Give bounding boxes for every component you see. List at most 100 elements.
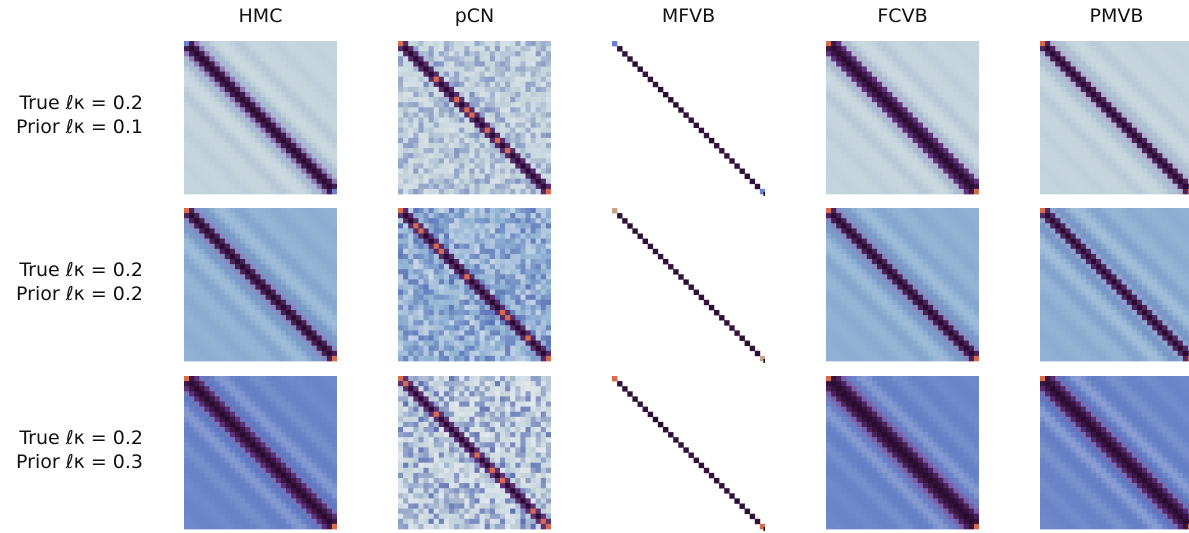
- heatmap-cell: [403, 228, 408, 233]
- heatmap-cell: [1091, 41, 1096, 46]
- heatmap-cell: [306, 72, 311, 77]
- heatmap-cell: [923, 51, 928, 56]
- heatmap-cell: [490, 269, 495, 274]
- heatmap-cell: [312, 269, 317, 274]
- heatmap-cell: [954, 123, 959, 128]
- heatmap-cell: [867, 184, 872, 189]
- heatmap-cell: [1086, 169, 1091, 174]
- heatmap-cell: [969, 128, 974, 133]
- heatmap-cell: [882, 138, 887, 143]
- heatmap-cell: [928, 41, 933, 46]
- heatmap-cell: [332, 51, 337, 56]
- heatmap-cell: [459, 128, 464, 133]
- heatmap-cell: [301, 300, 306, 305]
- heatmap-cell: [500, 169, 505, 174]
- heatmap-cell: [312, 290, 317, 295]
- heatmap-cell: [322, 356, 327, 361]
- heatmap-cell: [475, 153, 480, 158]
- heatmap-cell: [429, 143, 434, 148]
- heatmap-cell: [1071, 107, 1076, 112]
- heatmap-cell: [1117, 184, 1122, 189]
- heatmap-cell: [317, 107, 322, 112]
- heatmap-cell: [261, 87, 266, 92]
- heatmap-cell: [943, 143, 948, 148]
- heatmap-cell: [872, 97, 877, 102]
- heatmap-cell: [831, 51, 836, 56]
- heatmap-cell: [515, 249, 520, 254]
- heatmap-cell: [439, 133, 444, 138]
- heatmap-cell: [546, 218, 551, 223]
- heatmap-cell: [332, 285, 337, 290]
- heatmap-cell: [204, 310, 209, 315]
- heatmap-cell: [306, 56, 311, 61]
- heatmap-cell: [515, 169, 520, 174]
- heatmap-cell: [199, 356, 204, 361]
- heatmap-cell: [291, 239, 296, 244]
- heatmap-cell: [276, 259, 281, 264]
- heatmap-cell: [291, 67, 296, 72]
- heatmap-cell: [954, 107, 959, 112]
- heatmap-cell: [480, 128, 485, 133]
- heatmap-cell: [1106, 61, 1111, 66]
- heatmap-cell: [1066, 56, 1071, 61]
- heatmap-cell: [255, 274, 260, 279]
- heatmap-cell: [220, 184, 225, 189]
- heatmap-cell: [683, 112, 688, 117]
- heatmap-cell: [1081, 41, 1086, 46]
- heatmap-cell: [918, 102, 923, 107]
- heatmap-cell: [495, 189, 500, 194]
- heatmap-cell: [403, 259, 408, 264]
- heatmap-cell: [892, 41, 897, 46]
- heatmap-cell: [541, 184, 546, 189]
- heatmap-cell: [194, 82, 199, 87]
- heatmap-cell: [429, 128, 434, 133]
- heatmap-cell: [526, 112, 531, 117]
- heatmap-cell: [938, 97, 943, 102]
- heatmap-cell: [531, 249, 536, 254]
- heatmap-cell: [204, 56, 209, 61]
- heatmap-cell: [312, 169, 317, 174]
- heatmap-cell: [1055, 107, 1060, 112]
- heatmap-cell: [332, 189, 337, 194]
- heatmap-cell: [424, 228, 429, 233]
- heatmap-cell: [862, 77, 867, 82]
- heatmap-cell: [1066, 158, 1071, 163]
- heatmap-cell: [204, 138, 209, 143]
- heatmap-cell: [444, 218, 449, 223]
- row-label-3: True ℓκ = 0.2 Prior ℓκ = 0.3: [0, 426, 143, 474]
- heatmap-cell: [281, 259, 286, 264]
- heatmap-cell: [867, 97, 872, 102]
- heatmap-cell: [464, 46, 469, 51]
- heatmap-cell: [464, 163, 469, 168]
- heatmap-cell: [317, 315, 322, 320]
- heatmap-cell: [332, 213, 337, 218]
- heatmap-cell: [413, 123, 418, 128]
- heatmap-cell: [184, 300, 189, 305]
- heatmap-cell: [413, 264, 418, 269]
- heatmap-cell: [424, 218, 429, 223]
- heatmap-cell: [841, 128, 846, 133]
- heatmap-cell: [255, 300, 260, 305]
- heatmap-cell: [266, 46, 271, 51]
- heatmap-cell: [903, 143, 908, 148]
- heatmap-cell: [301, 285, 306, 290]
- heatmap-cell: [480, 179, 485, 184]
- heatmap-cell: [306, 279, 311, 284]
- heatmap-cell: [194, 279, 199, 284]
- heatmap-cell: [1152, 163, 1157, 168]
- heatmap-cell: [974, 158, 979, 163]
- heatmap-cell: [948, 179, 953, 184]
- heatmap-cell: [1168, 189, 1173, 194]
- heatmap-cell: [892, 143, 897, 148]
- heatmap-cell: [933, 118, 938, 123]
- heatmap-cell: [1183, 179, 1188, 184]
- heatmap-cell: [495, 82, 500, 87]
- heatmap-cell: [877, 87, 882, 92]
- heatmap-cell: [245, 148, 250, 153]
- heatmap-cell: [872, 148, 877, 153]
- heatmap-cell: [1086, 174, 1091, 179]
- heatmap-cell: [418, 254, 423, 259]
- heatmap-cell: [495, 279, 500, 284]
- heatmap-cell: [439, 148, 444, 153]
- heatmap-cell: [475, 87, 480, 92]
